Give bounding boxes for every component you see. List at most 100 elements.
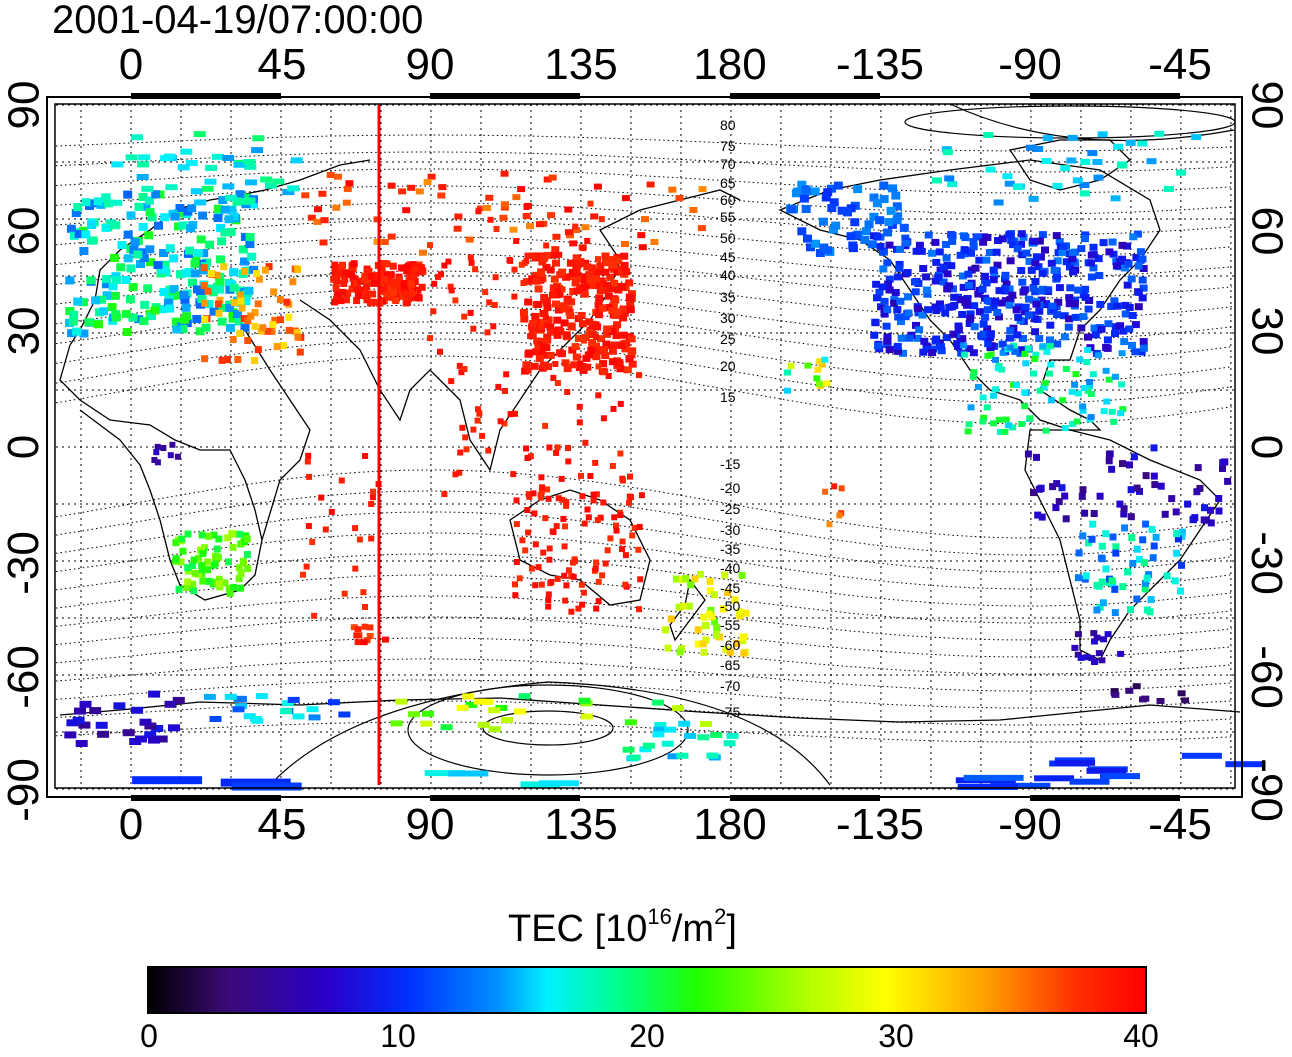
tec-cell bbox=[342, 199, 351, 206]
tec-cell bbox=[523, 258, 530, 265]
tec-cell bbox=[1072, 177, 1083, 184]
tec-cell bbox=[911, 278, 919, 286]
tec-cell bbox=[932, 335, 941, 343]
tec-cell bbox=[956, 251, 965, 259]
tec-cell bbox=[1095, 352, 1102, 359]
tec-cell bbox=[216, 303, 226, 312]
tec-cell bbox=[1019, 335, 1027, 342]
polar-contour bbox=[407, 684, 689, 776]
tec-cell bbox=[1134, 303, 1143, 311]
tec-data-cells bbox=[64, 130, 1266, 791]
magnetic-latitude-contours bbox=[55, 103, 1236, 786]
contour-label: -40 bbox=[720, 560, 740, 576]
tec-cell bbox=[1096, 492, 1104, 500]
tec-cell bbox=[461, 366, 468, 372]
tec-cell bbox=[199, 566, 207, 574]
tec-cell bbox=[1013, 382, 1021, 388]
tec-cell bbox=[1096, 300, 1105, 308]
tec-cell bbox=[642, 742, 655, 749]
tec-cell bbox=[1088, 655, 1096, 661]
tec-cell bbox=[104, 199, 114, 208]
tec-cell bbox=[1053, 273, 1061, 281]
tec-cell bbox=[174, 453, 181, 460]
tec-cell bbox=[548, 174, 557, 181]
tec-cell bbox=[870, 331, 879, 339]
tec-cell bbox=[1127, 275, 1136, 283]
tec-cell bbox=[628, 754, 641, 761]
tec-cell bbox=[548, 579, 555, 585]
tec-cell bbox=[366, 624, 374, 631]
tec-cell bbox=[528, 275, 537, 283]
tec-cell bbox=[204, 287, 212, 295]
tec-cell bbox=[73, 297, 83, 306]
tec-cell bbox=[1105, 457, 1113, 465]
tec-cell bbox=[107, 303, 117, 312]
tec-cell bbox=[1149, 554, 1157, 562]
tec-cell bbox=[989, 266, 998, 274]
tec-cell bbox=[880, 297, 889, 305]
polar-contour bbox=[482, 710, 614, 746]
tec-cell bbox=[1113, 143, 1124, 150]
tec-cell bbox=[559, 286, 566, 293]
contour-label: 35 bbox=[720, 289, 736, 305]
tec-cell bbox=[322, 526, 329, 533]
tec-cell bbox=[1052, 182, 1063, 189]
tec-cell bbox=[215, 535, 223, 543]
tec-cell bbox=[485, 447, 492, 454]
tec-cell bbox=[213, 204, 223, 213]
tec-cell bbox=[1046, 321, 1055, 329]
tec-cell bbox=[1142, 520, 1150, 528]
contour-labels: 8075706560555045403530252015-15-20-25-30… bbox=[720, 117, 740, 720]
tec-cell bbox=[1154, 130, 1165, 137]
tec-cell bbox=[614, 286, 623, 294]
tec-cell bbox=[957, 783, 1018, 790]
tec-cell bbox=[710, 732, 723, 738]
tec-cell bbox=[1022, 249, 1031, 257]
tec-cell bbox=[528, 565, 535, 572]
tec-cell bbox=[562, 597, 569, 604]
tec-cell bbox=[540, 294, 549, 301]
tec-cell bbox=[1062, 258, 1071, 266]
tec-cell bbox=[187, 204, 197, 213]
tec-cell bbox=[139, 718, 152, 726]
tec-cell bbox=[622, 581, 629, 588]
tec-cell bbox=[414, 286, 422, 294]
tec-cell bbox=[621, 195, 630, 202]
tec-cell bbox=[1134, 262, 1143, 270]
colorbar-tick: 0 bbox=[140, 1018, 158, 1054]
tec-cell bbox=[1074, 390, 1082, 397]
tec-cell bbox=[892, 202, 902, 211]
tec-cell bbox=[470, 426, 477, 433]
tec-cell bbox=[204, 299, 214, 308]
tec-cell bbox=[580, 245, 587, 252]
tec-cell bbox=[332, 283, 340, 291]
tec-cell bbox=[1176, 169, 1187, 176]
tec-cell bbox=[629, 532, 636, 539]
tec-cell bbox=[882, 322, 891, 330]
tec-cell bbox=[1083, 359, 1091, 365]
tec-cell bbox=[1127, 606, 1134, 614]
tec-cell bbox=[829, 198, 839, 207]
tec-cell bbox=[234, 356, 242, 363]
tec-cell bbox=[195, 554, 203, 562]
tec-cell bbox=[226, 227, 236, 236]
tec-cell bbox=[122, 729, 135, 737]
tec-cell bbox=[626, 493, 633, 500]
tec-cell bbox=[110, 291, 120, 300]
tec-cell bbox=[349, 265, 357, 273]
magnetic-contour bbox=[55, 658, 1233, 692]
tec-cell bbox=[736, 612, 744, 620]
tec-cell bbox=[318, 190, 327, 197]
tec-cell bbox=[69, 310, 79, 319]
tec-cell bbox=[564, 229, 573, 236]
tec-cell bbox=[853, 185, 863, 194]
tec-cell bbox=[1065, 294, 1074, 302]
tec-cell bbox=[992, 248, 1001, 256]
tec-cell bbox=[542, 344, 551, 352]
tec-cell bbox=[164, 700, 177, 708]
tec-cell bbox=[138, 154, 151, 161]
tec-cell bbox=[229, 212, 239, 221]
tec-cell bbox=[631, 524, 638, 531]
tec-cell bbox=[454, 213, 463, 220]
tec-cell bbox=[196, 300, 205, 309]
